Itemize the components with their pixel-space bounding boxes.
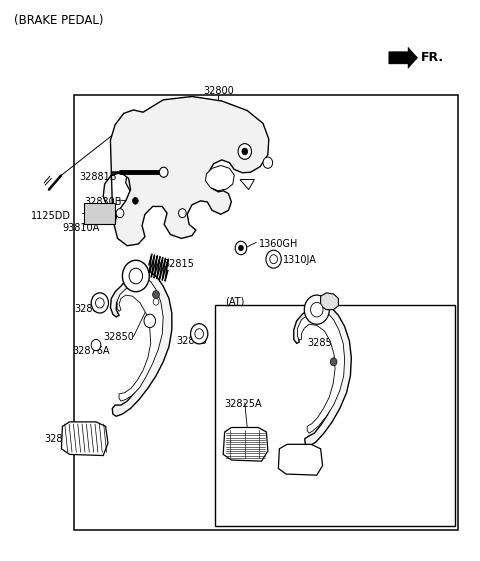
Circle shape [270,255,277,264]
Circle shape [153,298,159,305]
Circle shape [116,209,124,218]
Circle shape [238,144,252,159]
Text: 32881B: 32881B [79,172,117,182]
Polygon shape [278,444,323,475]
Text: 32883: 32883 [177,335,207,346]
Text: 32800: 32800 [203,86,234,96]
Circle shape [179,209,186,218]
Polygon shape [61,422,108,456]
Circle shape [91,339,101,351]
Polygon shape [205,165,234,191]
Circle shape [132,197,138,204]
Circle shape [144,314,156,328]
Circle shape [263,157,273,168]
Circle shape [330,358,337,366]
Circle shape [122,260,149,292]
Circle shape [129,268,143,284]
Text: 32850: 32850 [103,332,134,342]
Polygon shape [298,311,345,433]
Circle shape [159,167,168,177]
Text: 32850: 32850 [307,338,338,348]
Circle shape [96,298,104,308]
Text: (AT): (AT) [225,296,244,306]
Polygon shape [321,293,338,310]
Circle shape [191,324,208,344]
Text: 1360GH: 1360GH [259,239,299,249]
Text: 1125DD: 1125DD [31,211,71,221]
Circle shape [266,250,281,268]
Text: 93810A: 93810A [62,223,100,233]
Bar [215,305,455,526]
Bar [84,203,115,224]
Text: 1310JA: 1310JA [283,255,317,265]
Text: 32825: 32825 [45,434,76,444]
Polygon shape [110,270,172,416]
Polygon shape [294,306,351,446]
Bar [74,95,458,530]
Polygon shape [240,180,254,190]
Circle shape [239,245,243,251]
Circle shape [304,295,329,324]
Polygon shape [223,427,268,461]
Text: 32830B: 32830B [84,197,121,207]
Polygon shape [103,96,269,246]
Text: 32883: 32883 [74,304,105,314]
Text: 32876A: 32876A [72,346,109,356]
Circle shape [153,291,159,298]
Text: FR.: FR. [420,51,444,65]
Text: 32825A: 32825A [225,399,262,409]
Circle shape [311,302,323,317]
Polygon shape [124,118,155,197]
Circle shape [242,148,248,155]
Text: (BRAKE PEDAL): (BRAKE PEDAL) [14,14,104,27]
Circle shape [235,241,247,255]
Polygon shape [117,277,163,401]
Circle shape [195,329,204,339]
Polygon shape [389,47,418,68]
Circle shape [91,293,108,313]
Text: 32815: 32815 [163,259,194,269]
